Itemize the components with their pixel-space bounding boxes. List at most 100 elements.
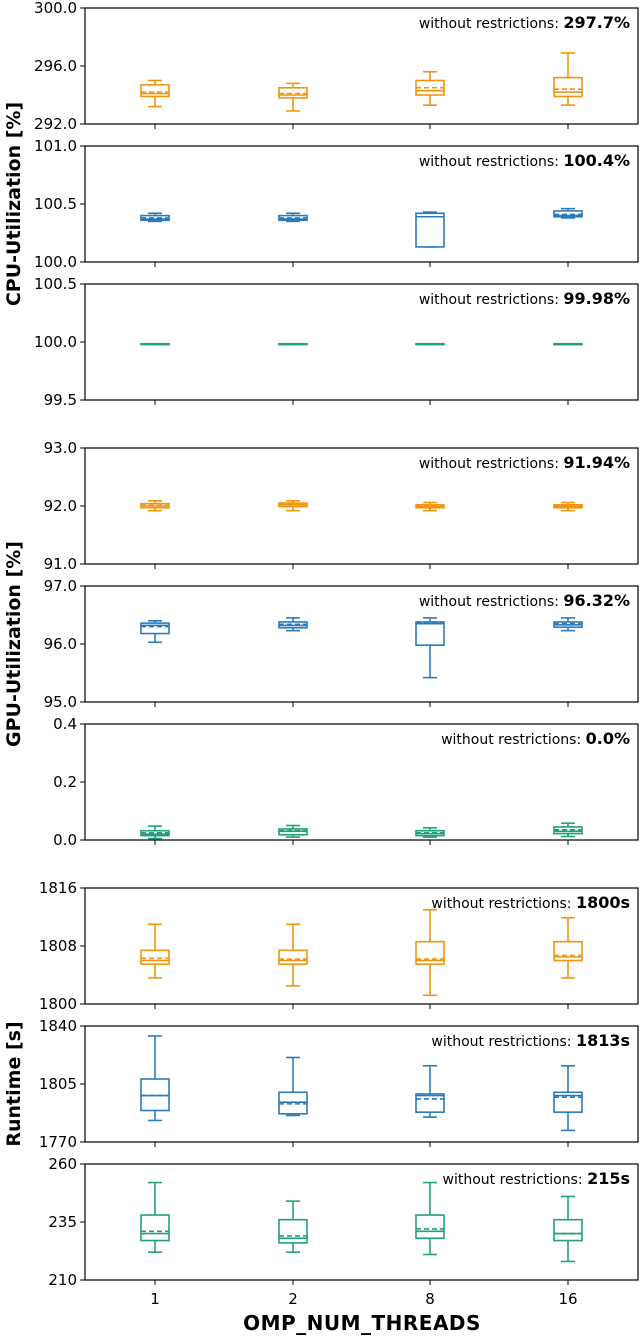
box-8 (415, 908, 445, 997)
box-8 (415, 342, 445, 346)
y-tick-label: 0.0 (53, 831, 77, 849)
annotation-text: without restrictions: 100.4% (419, 151, 630, 170)
box-iqr (140, 622, 170, 635)
box-8 (415, 1064, 445, 1118)
annotation-text: without restrictions: 297.7% (419, 13, 630, 32)
box-8 (415, 71, 445, 106)
x-tick-label: 16 (558, 1290, 577, 1308)
box-8 (415, 211, 445, 248)
y-tick-label: 100.5 (34, 195, 77, 213)
box-1 (140, 79, 170, 108)
x-axis-label: OMP_NUM_THREADS (243, 1311, 481, 1335)
box-16 (553, 52, 583, 106)
y-tick-label: 100.0 (34, 333, 77, 351)
box-16 (553, 1064, 583, 1132)
box-1 (140, 923, 170, 979)
box-8 (415, 1181, 445, 1256)
annotation-label: without restrictions: (419, 292, 564, 308)
box-8 (415, 827, 445, 838)
panel-7: 1800 1808 1816 without restrictions: 1800s (39, 879, 639, 1013)
y-tick-label: 100.0 (34, 253, 77, 271)
box-iqr (553, 1218, 583, 1242)
panel-2: 100.0 100.5 101.0 without restrictions: 100… (34, 137, 639, 271)
annotation-value: 96.32% (563, 591, 630, 610)
panel-5: 95.0 96.0 97.0 without restrictions: 96.32% (44, 577, 639, 711)
y-tick-label: 101.0 (34, 137, 77, 155)
y-tick-label: 296.0 (34, 57, 77, 75)
box-1 (140, 619, 170, 644)
y-tick-label: 99.5 (44, 391, 77, 409)
box-16 (553, 342, 583, 346)
box-2 (278, 499, 308, 512)
box-16 (553, 501, 583, 512)
y-tick-label: 0.4 (53, 715, 77, 733)
y-tick-label: 1800 (39, 995, 77, 1013)
annotation-label: without restrictions: (431, 896, 576, 912)
y-tick-label: 100.5 (34, 275, 77, 293)
box-1 (140, 1181, 170, 1253)
y-group-label: CPU-Utilization [%] (3, 102, 25, 306)
box-1 (140, 212, 170, 223)
y-tick-label: 210 (48, 1271, 77, 1289)
box-iqr (415, 1093, 445, 1113)
y-tick-label: 1816 (39, 879, 77, 897)
box-16 (553, 822, 583, 838)
box-iqr (278, 1218, 308, 1244)
box-2 (278, 1056, 308, 1117)
annotation-label: without restrictions: (431, 1034, 576, 1050)
panel-4: 91.0 92.0 93.0 without restrictions: 91.94% (44, 439, 639, 573)
y-tick-label: 92.0 (44, 497, 77, 515)
box-16 (553, 916, 583, 979)
box-2 (278, 342, 308, 346)
box-2 (278, 824, 308, 838)
box-iqr (415, 212, 445, 248)
y-tick-label: 91.0 (44, 555, 77, 573)
y-tick-label: 1805 (39, 1075, 77, 1093)
box-iqr (553, 76, 583, 98)
y-tick-label: 93.0 (44, 439, 77, 457)
y-group-labels: CPU-Utilization [%] GPU-Utilization [%] Ru… (3, 102, 25, 1147)
box-2 (278, 1200, 308, 1253)
y-group-label: Runtime [s] (3, 1021, 25, 1146)
box-8 (415, 617, 445, 679)
panels-group: 292.0 296.0 300.0 without restrictions: 297… (34, 0, 639, 1289)
annotation-value: 1800s (576, 893, 630, 912)
box-iqr (140, 84, 170, 98)
annotation-text: without restrictions: 215s (443, 1169, 630, 1188)
panel-3: 99.5 100.0 100.5 without restrictions: 99.9… (34, 275, 639, 409)
annotation-value: 0.0% (586, 729, 630, 748)
box-1 (140, 499, 170, 512)
box-2 (278, 617, 308, 632)
annotation-label: without restrictions: (419, 154, 564, 170)
box-2 (278, 82, 308, 112)
panel-8: 1770 1805 1840 without restrictions: 1813s (39, 1017, 639, 1151)
annotation-text: without restrictions: 0.0% (441, 729, 630, 748)
box-16 (553, 207, 583, 219)
box-1 (140, 825, 170, 840)
annotation-label: without restrictions: (419, 456, 564, 472)
annotation-value: 215s (587, 1169, 630, 1188)
panel-1: 292.0 296.0 300.0 without restrictions: 297… (34, 0, 639, 133)
box-1 (140, 342, 170, 346)
y-tick-label: 97.0 (44, 577, 77, 595)
box-8 (415, 501, 445, 512)
y-tick-label: 235 (48, 1213, 77, 1231)
annotation-text: without restrictions: 96.32% (419, 591, 630, 610)
annotation-value: 297.7% (563, 13, 630, 32)
box-2 (278, 212, 308, 223)
annotation-text: without restrictions: 99.98% (419, 289, 630, 308)
box-iqr (140, 949, 170, 965)
panel-6: 0.0 0.2 0.4 without restrictions: 0.0% (53, 715, 639, 849)
annotation-value: 1813s (576, 1031, 630, 1050)
box-iqr (140, 1078, 170, 1112)
box-iqr (415, 621, 445, 646)
annotation-label: without restrictions: (443, 1172, 588, 1188)
x-tick-label: 1 (150, 1290, 160, 1308)
box-2 (278, 923, 308, 987)
x-tick-label: 2 (288, 1290, 298, 1308)
y-tick-label: 96.0 (44, 635, 77, 653)
panel-9: 210 235 260 without restrictions: 215s (48, 1155, 639, 1289)
y-tick-label: 300.0 (34, 0, 77, 17)
box-iqr (278, 1091, 308, 1115)
